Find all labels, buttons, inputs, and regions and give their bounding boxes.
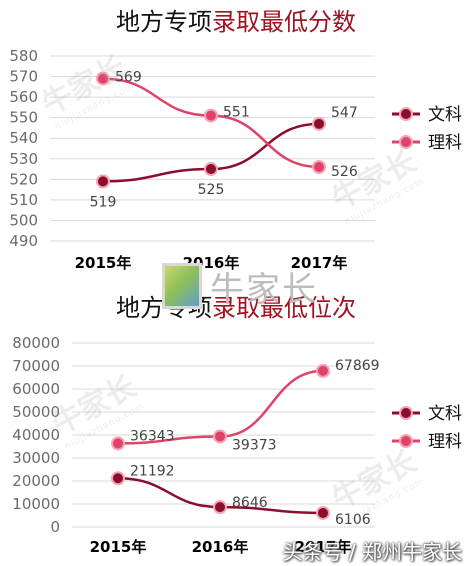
chart-title-part-2: 录取最低分数 [212,8,356,36]
legend-label: 理科 [428,432,462,452]
data-label: 21192 [130,463,175,479]
data-label: 551 [223,105,250,121]
x-tick-label: 2015年 [75,254,132,272]
legend-swatch-marker [399,434,413,448]
footer-caption: 头条号 / 郑州牛家长 [282,540,462,564]
y-tick-label: 570 [9,68,38,86]
x-tick-label: 2017年 [295,538,352,556]
data-point [204,108,218,123]
y-tick-label: 80000 [12,334,60,352]
data-point [96,71,110,86]
data-point [312,116,326,131]
data-point [111,436,125,451]
chart-title: 地方专项录取最低分数 [116,8,356,36]
y-tick-label: 70000 [12,357,60,375]
y-tick-label: 580 [9,47,38,65]
chart-title: 地方专项录取最低位次 [116,294,356,322]
y-tick-label: 510 [9,191,38,209]
data-label: 6106 [335,512,371,528]
y-tick-label: 20000 [12,472,60,490]
data-point [111,471,125,486]
y-tick-label: 40000 [12,426,60,444]
data-label: 36343 [130,428,175,444]
y-tick-label: 60000 [12,380,60,398]
data-label: 519 [90,194,117,210]
data-label: 526 [331,164,358,180]
y-tick-label: 500 [9,211,38,229]
logo-icon [162,263,202,309]
y-tick-label: 530 [9,150,38,168]
y-tick-label: 490 [9,232,38,250]
chart-title-part-2: 录取最低位次 [212,294,356,322]
legend-swatch-marker [399,107,413,121]
chart-1: 地方专项录取最低分数 490 500 510 520 530 540 550 560 570 580… [9,8,462,272]
data-label: 39373 [232,437,277,453]
x-tick-label: 2016年 [192,538,249,556]
y-tick-label: 0 [50,518,60,536]
y-tick-label: 560 [9,88,38,106]
legend-label: 理科 [428,133,462,153]
x-tick-label: 2015年 [90,538,147,556]
data-point [213,500,227,515]
data-point [316,505,330,520]
logo-text: 牛家长 [210,269,318,310]
chart-2: 地方专项录取最低位次 0 10000 20000 30000 40000 50000 6000… [12,294,462,556]
y-tick-label: 10000 [12,495,60,513]
chart-title-part-1: 地方专项 [116,8,212,36]
data-label: 67869 [335,358,380,374]
brand-logo: 牛家长 [162,259,318,313]
data-label: 569 [115,70,142,86]
legend-label: 文科 [428,404,462,424]
legend-swatch-marker [399,406,413,420]
x-tick-label: 2017年 [291,254,348,272]
legend-swatch-marker [399,135,413,149]
data-label: 547 [331,105,358,121]
y-tick-label: 50000 [12,403,60,421]
y-tick-label: 550 [9,109,38,127]
data-point [213,429,227,444]
data-point [312,160,326,174]
data-point [96,174,110,189]
data-point [204,162,218,177]
legend-label: 文科 [428,105,462,125]
y-tick-label: 540 [9,129,38,147]
series-line-2 [102,77,320,169]
y-tick-label: 520 [9,170,38,188]
data-point [316,363,330,378]
data-label: 8646 [232,495,268,511]
data-label: 525 [198,182,225,198]
y-tick-label: 30000 [12,449,60,467]
